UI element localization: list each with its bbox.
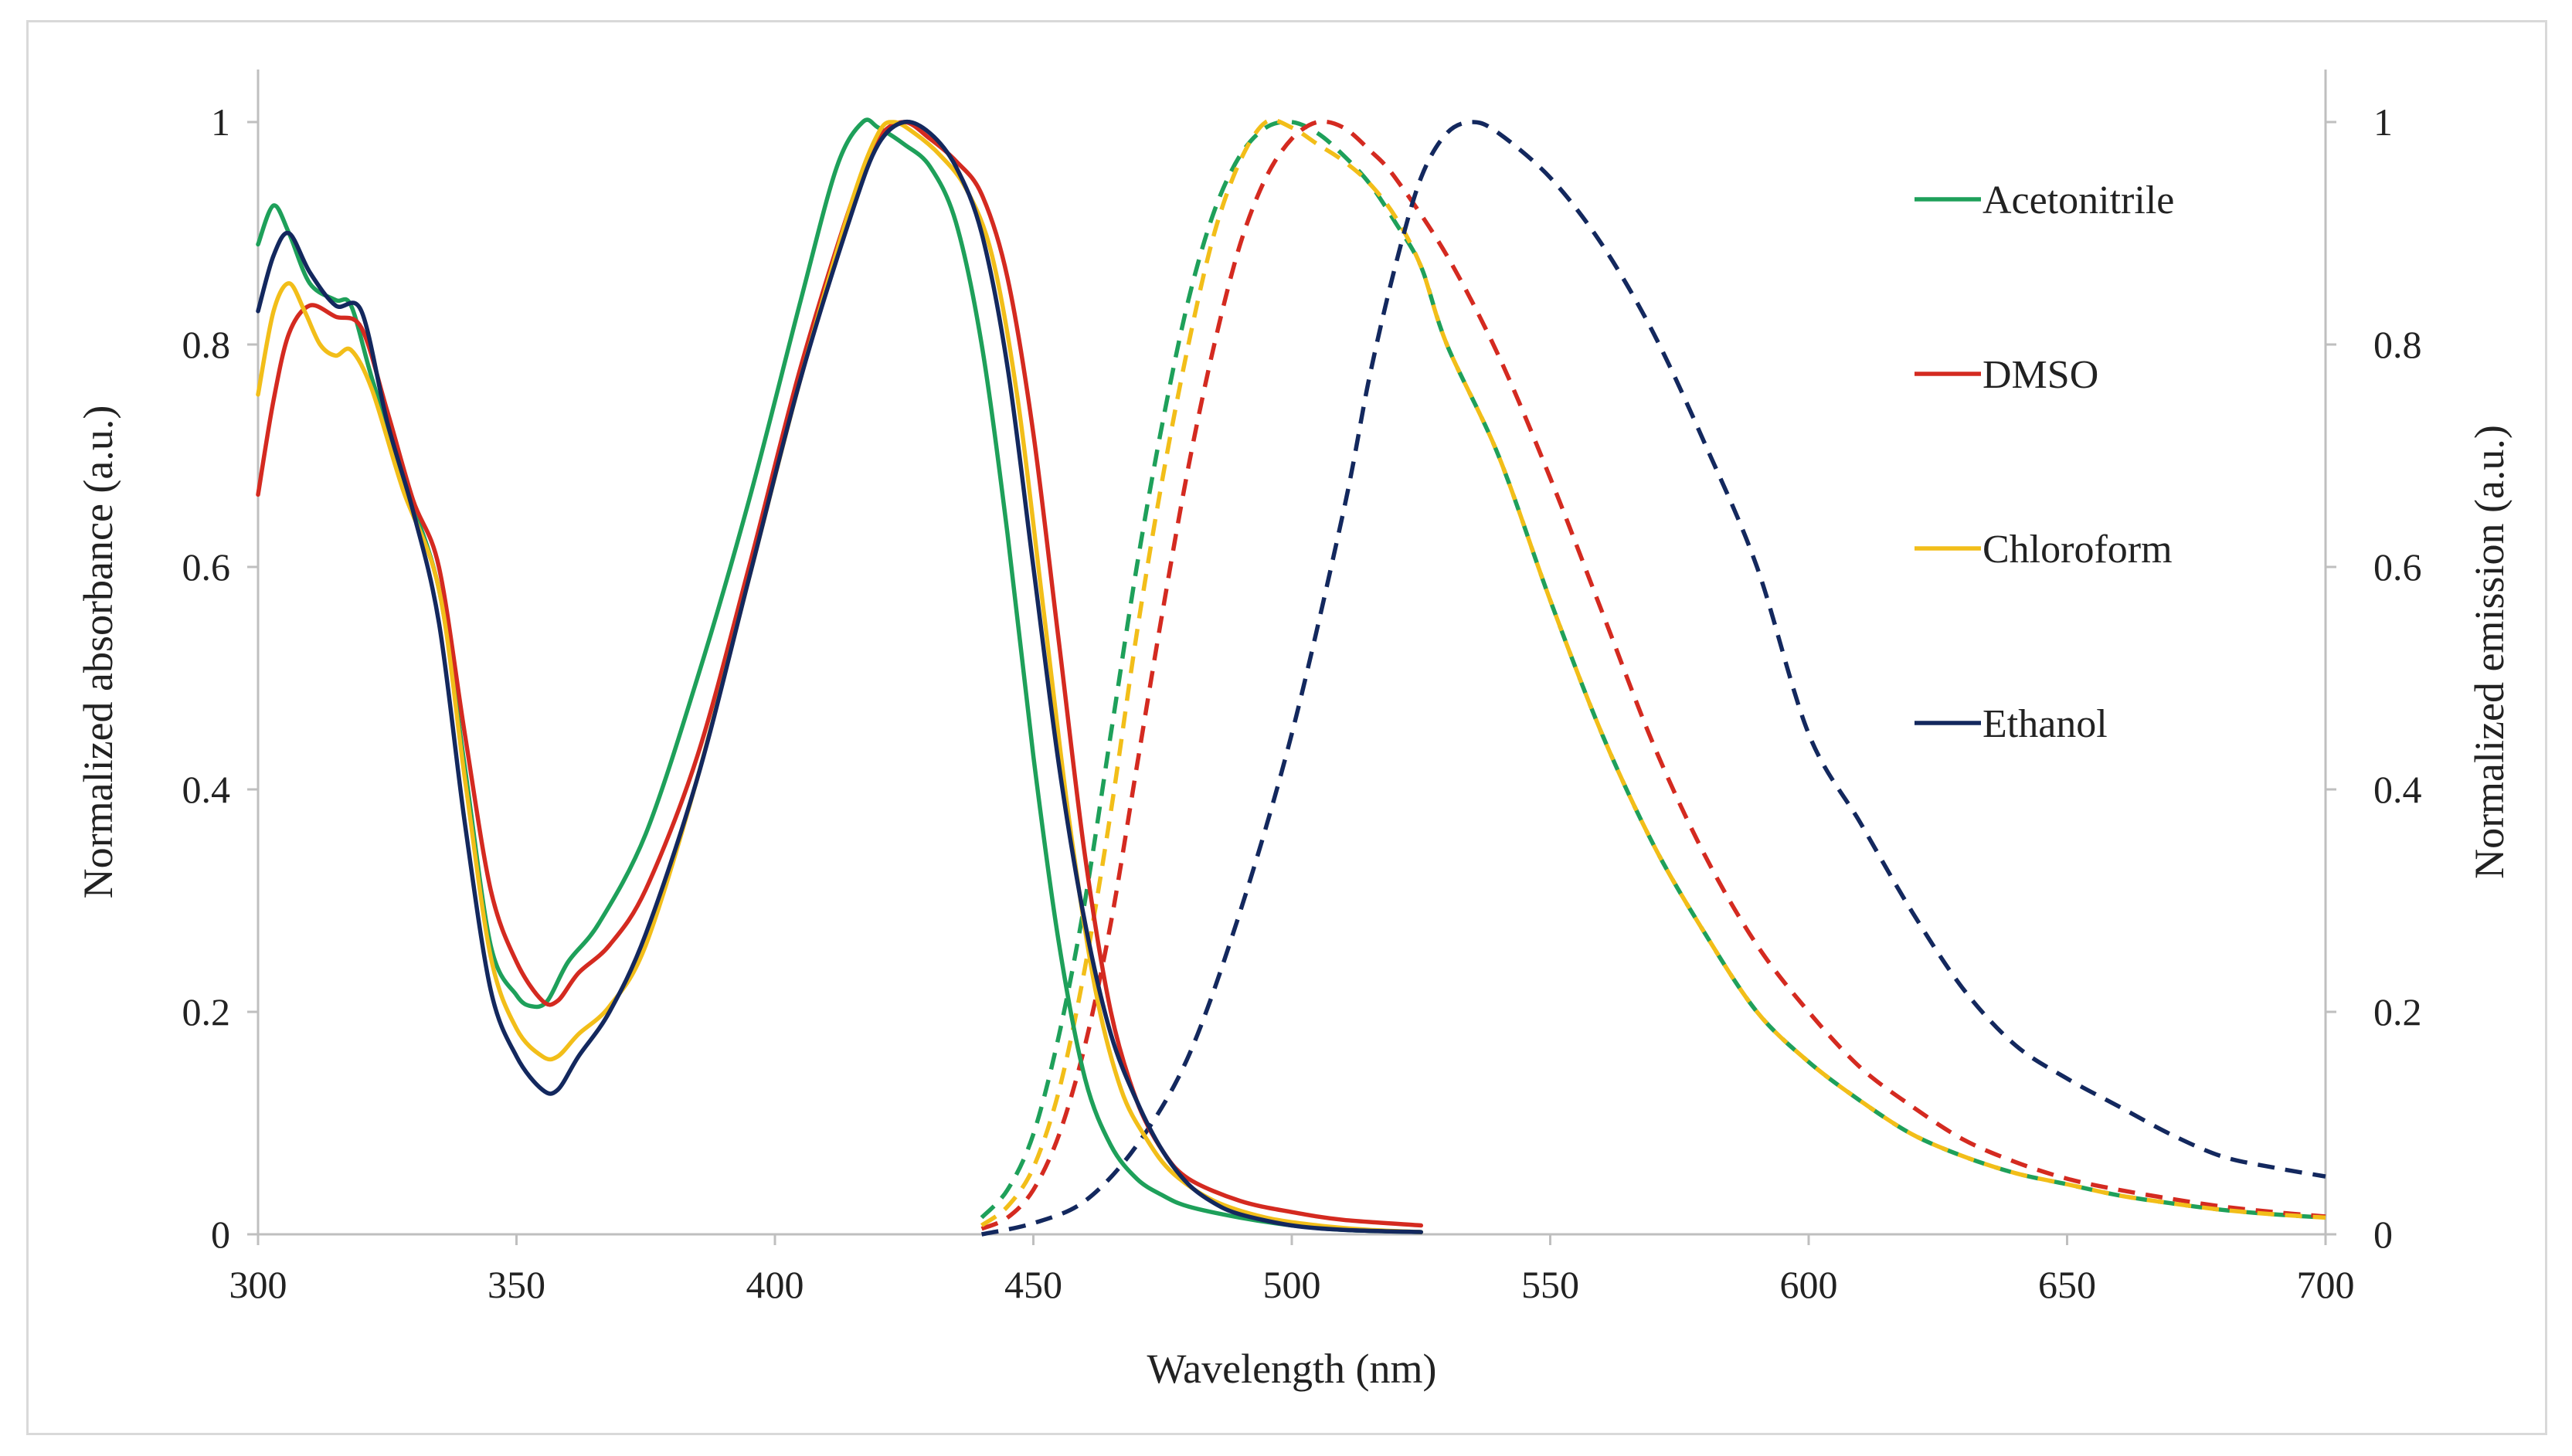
y-right-tick-label: 0.4	[2373, 768, 2422, 811]
x-tick-label: 700	[2297, 1263, 2355, 1306]
legend: Acetonitrile DMSO Chloroform Ethanol	[1915, 178, 2174, 746]
y-left-tick-label: 0.8	[182, 323, 231, 366]
x-tick-label: 400	[746, 1263, 804, 1306]
x-tick-label: 500	[1263, 1263, 1321, 1306]
y-right-tick-label: 0.6	[2373, 545, 2422, 589]
ethanol-emission-line	[981, 120, 2326, 1237]
legend-label-dmso: DMSO	[1983, 353, 2098, 397]
y-left-tick-label: 1	[211, 100, 230, 144]
chart-frame	[26, 20, 2547, 1435]
y-left-tick-label: 0.4	[182, 768, 231, 811]
x-axis-title: Wavelength (nm)	[1147, 1346, 1436, 1392]
chloroform-absorbance-line	[256, 120, 1424, 1234]
acetonitrile-emission-line	[980, 119, 2326, 1220]
y-right-tick-label: 0.8	[2373, 323, 2422, 366]
x-tick-label: 350	[488, 1263, 545, 1306]
legend-label-ethanol: Ethanol	[1983, 702, 2108, 746]
x-tick-label: 450	[1004, 1263, 1062, 1306]
ticks: 300 350 400 450 500 550 600 650 700 0 0.2 0.4 0.6 0.8…	[182, 100, 2422, 1306]
plot-lines	[256, 117, 2326, 1237]
x-tick-label: 550	[1521, 1263, 1579, 1306]
y-right-tick-label: 0	[2373, 1213, 2393, 1256]
legend-label-chloroform: Chloroform	[1983, 528, 2173, 572]
y-left-tick-label: 0	[211, 1213, 230, 1256]
dmso-emission-line	[980, 119, 2326, 1231]
y-right-tick-label: 1	[2373, 100, 2393, 144]
legend-label-acetonitrile: Acetonitrile	[1983, 178, 2174, 222]
dmso-absorbance-line	[256, 120, 1424, 1228]
y-left-tick-label: 0.6	[182, 545, 231, 589]
y-right-tick-label: 0.2	[2373, 990, 2422, 1033]
chloroform-emission-line	[980, 117, 2326, 1227]
y-axis-right-title: Normalized emission (a.u.)	[2466, 425, 2513, 879]
x-tick-label: 650	[2038, 1263, 2096, 1306]
y-left-tick-label: 0.2	[182, 990, 231, 1033]
y-axis-left-title: Normalized absorbance (a.u.)	[75, 406, 121, 899]
ethanol-absorbance-line	[256, 119, 1424, 1234]
x-tick-label: 300	[229, 1263, 287, 1306]
acetonitrile-absorbance-line	[256, 117, 1424, 1234]
x-tick-label: 600	[1780, 1263, 1838, 1306]
